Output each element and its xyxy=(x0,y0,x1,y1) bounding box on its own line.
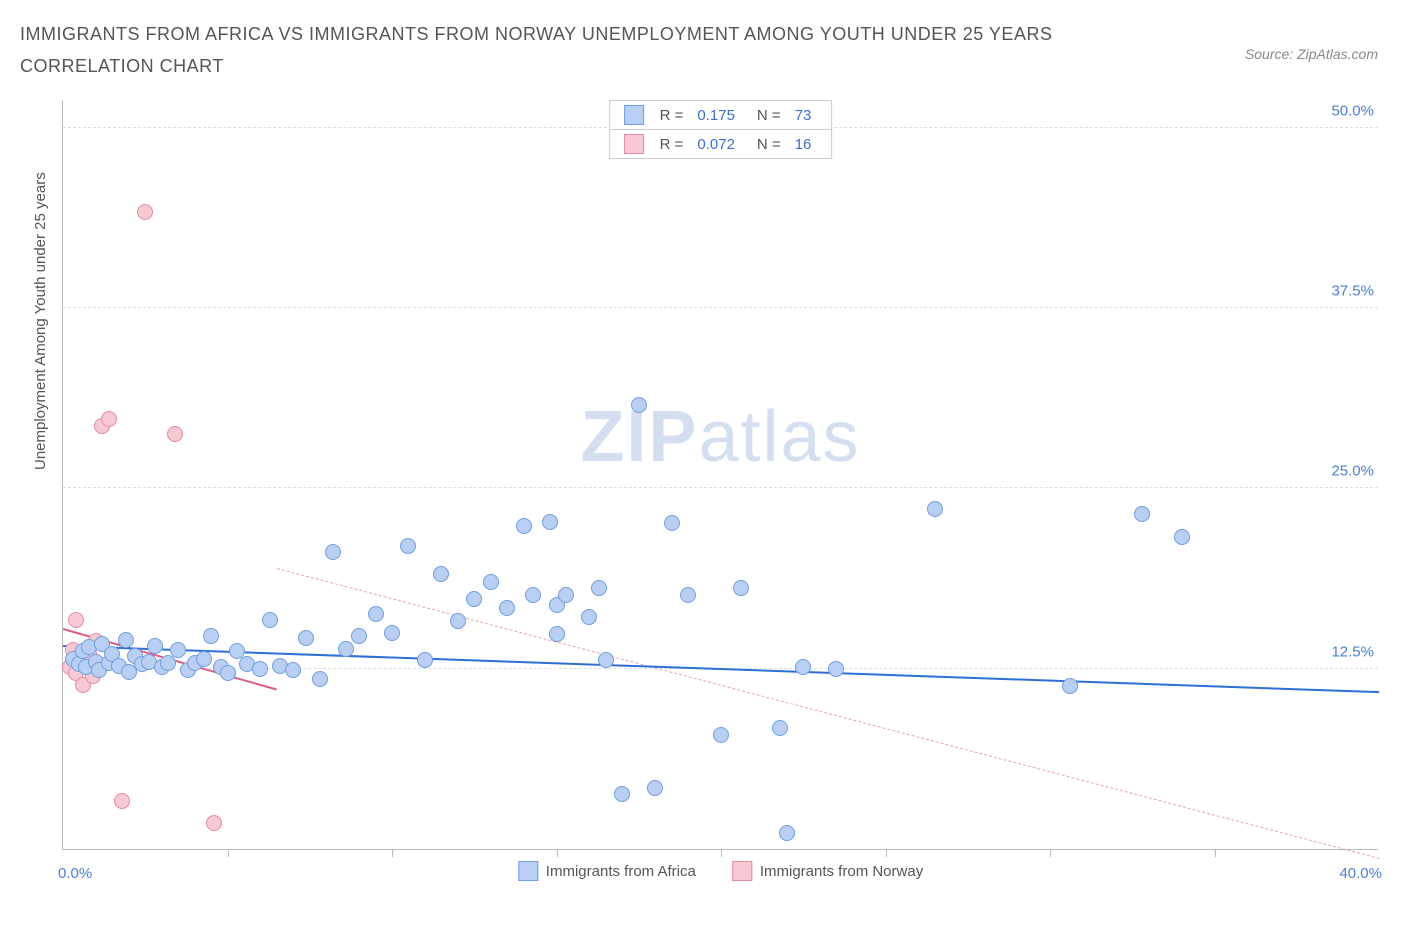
series-legend: Immigrants from Africa Immigrants from N… xyxy=(518,861,923,881)
data-point xyxy=(779,825,795,841)
data-point xyxy=(262,612,278,628)
data-point xyxy=(417,652,433,668)
data-point xyxy=(525,587,541,603)
data-point xyxy=(591,580,607,596)
data-point xyxy=(400,538,416,554)
data-point xyxy=(368,606,384,622)
x-tick xyxy=(1050,849,1051,857)
data-point xyxy=(680,587,696,603)
data-point xyxy=(147,638,163,654)
data-point xyxy=(170,642,186,658)
data-point xyxy=(312,671,328,687)
x-tick xyxy=(557,849,558,857)
x-tick xyxy=(392,849,393,857)
data-point xyxy=(285,662,301,678)
y-tick-label: 25.0% xyxy=(1331,463,1380,480)
data-point xyxy=(647,780,663,796)
data-point xyxy=(325,544,341,560)
data-point xyxy=(203,628,219,644)
data-point xyxy=(450,613,466,629)
legend-item-africa: Immigrants from Africa xyxy=(518,861,696,881)
data-point xyxy=(713,727,729,743)
x-tick xyxy=(228,849,229,857)
data-point xyxy=(68,612,84,628)
data-point xyxy=(196,651,212,667)
data-point xyxy=(499,600,515,616)
data-point xyxy=(631,397,647,413)
data-point xyxy=(828,661,844,677)
y-tick-label: 37.5% xyxy=(1331,283,1380,300)
data-point xyxy=(433,566,449,582)
data-point xyxy=(598,652,614,668)
data-point xyxy=(384,625,400,641)
grid-line xyxy=(63,307,1378,308)
data-point xyxy=(206,815,222,831)
data-point xyxy=(558,587,574,603)
grid-line xyxy=(63,487,1378,488)
legend-row-norway: R = 0.072 N = 16 xyxy=(610,130,832,158)
x-axis-min-label: 0.0% xyxy=(58,865,92,882)
correlation-legend: R = 0.175 N = 73 R = 0.072 N = 16 xyxy=(609,100,833,159)
data-point xyxy=(114,793,130,809)
watermark: ZIPatlas xyxy=(580,396,860,478)
swatch-africa xyxy=(624,105,644,125)
plot-box: ZIPatlas R = 0.175 N = 73 R = 0.072 N = … xyxy=(62,100,1378,850)
data-point xyxy=(1062,678,1078,694)
data-point xyxy=(542,514,558,530)
data-point xyxy=(160,655,176,671)
data-point xyxy=(549,626,565,642)
chart-plot-area: ZIPatlas R = 0.175 N = 73 R = 0.072 N = … xyxy=(62,100,1378,850)
chart-title: IMMIGRANTS FROM AFRICA VS IMMIGRANTS FRO… xyxy=(20,18,1150,83)
legend-item-norway: Immigrants from Norway xyxy=(732,861,923,881)
swatch-africa-icon xyxy=(518,861,538,881)
data-point xyxy=(927,501,943,517)
data-point xyxy=(137,204,153,220)
data-point xyxy=(1174,529,1190,545)
data-point xyxy=(614,786,630,802)
data-point xyxy=(516,518,532,534)
data-point xyxy=(1134,506,1150,522)
data-point xyxy=(220,665,236,681)
data-point xyxy=(118,632,134,648)
data-point xyxy=(581,609,597,625)
legend-row-africa: R = 0.175 N = 73 xyxy=(610,101,832,130)
x-axis-max-label: 40.0% xyxy=(1339,865,1382,882)
data-point xyxy=(101,411,117,427)
data-point xyxy=(466,591,482,607)
data-point xyxy=(795,659,811,675)
x-tick xyxy=(721,849,722,857)
data-point xyxy=(252,661,268,677)
x-tick xyxy=(886,849,887,857)
y-axis-title: Unemployment Among Youth under 25 years xyxy=(32,172,49,470)
data-point xyxy=(733,580,749,596)
data-point xyxy=(772,720,788,736)
swatch-norway xyxy=(624,134,644,154)
data-point xyxy=(351,628,367,644)
data-point xyxy=(483,574,499,590)
x-tick xyxy=(1215,849,1216,857)
source-label: Source: ZipAtlas.com xyxy=(1245,46,1378,62)
data-point xyxy=(298,630,314,646)
y-tick-label: 50.0% xyxy=(1331,102,1380,119)
data-point xyxy=(338,641,354,657)
swatch-norway-icon xyxy=(732,861,752,881)
data-point xyxy=(664,515,680,531)
data-point xyxy=(167,426,183,442)
trend-line xyxy=(277,568,1379,859)
y-tick-label: 12.5% xyxy=(1331,643,1380,660)
